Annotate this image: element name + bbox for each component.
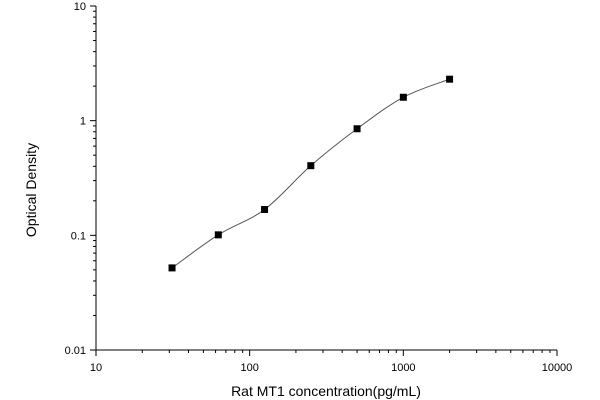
tick-labels: 10 100 1000 10000 0.01 0.1 1 10 (65, 1, 573, 374)
data-point (261, 205, 269, 213)
data-point (214, 231, 222, 239)
ticks (90, 5, 558, 356)
x-tick-label: 10000 (542, 362, 573, 374)
data-point (353, 125, 361, 133)
x-tick-label: 100 (240, 362, 258, 374)
y-tick-label: 0.1 (71, 230, 86, 242)
fit-curve (171, 78, 450, 269)
y-tick-label: 10 (74, 1, 86, 13)
data-point (168, 264, 176, 272)
data-point (446, 75, 454, 83)
x-tick-label: 10 (90, 362, 102, 374)
data-point (307, 162, 315, 170)
data-points (168, 75, 454, 272)
y-axis-title: Optical Density (23, 143, 39, 237)
x-tick-label: 1000 (391, 362, 415, 374)
y-tick-label: 1 (80, 116, 86, 128)
y-tick-label: 0.01 (65, 345, 86, 357)
data-point (399, 93, 407, 101)
axes (95, 6, 557, 351)
x-axis-title: Rat MT1 concentration(pg/mL) (231, 383, 421, 399)
